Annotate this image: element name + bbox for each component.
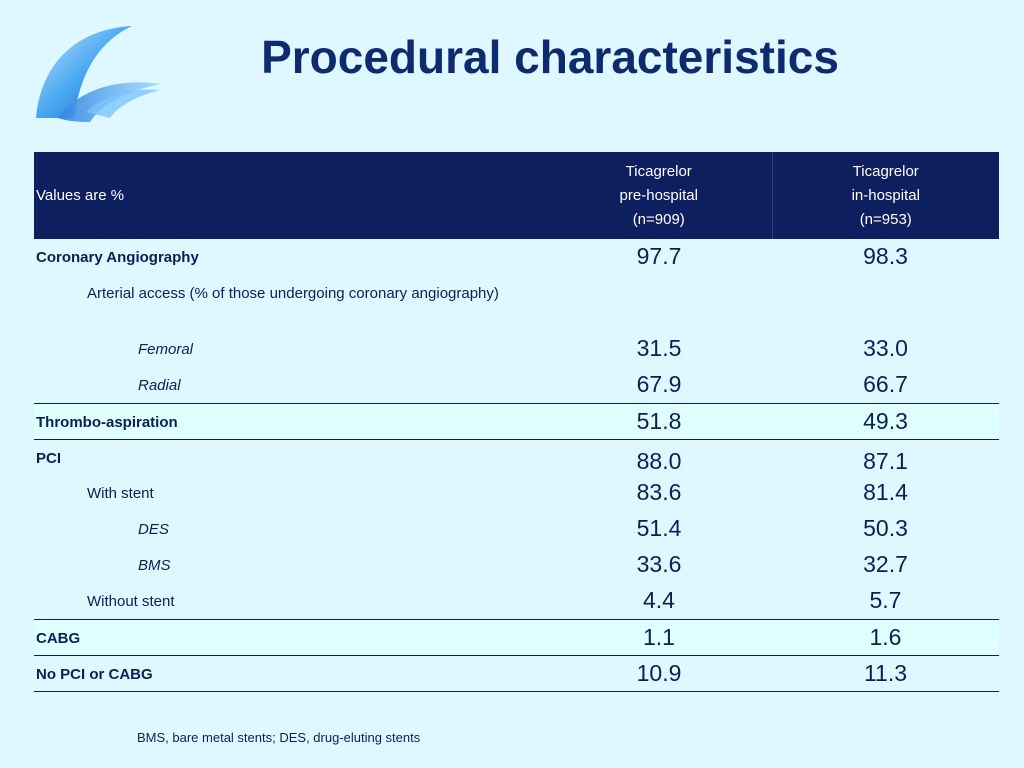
cell-prehospital: 83.6 (636, 479, 682, 505)
row-label: PCI (34, 438, 546, 475)
cell-inhospital: 81.4 (863, 479, 908, 505)
table-row: Thrombo-aspiration 51.8 49.3 (34, 402, 999, 439)
row-label: No PCI or CABG (34, 654, 546, 692)
cell-inhospital: 66.7 (863, 371, 908, 397)
cell-prehospital (546, 275, 772, 331)
table-row: Radial 67.9 66.7 (34, 367, 999, 403)
footnote: BMS, bare metal stents; DES, drug-elutin… (137, 730, 421, 745)
header-prehospital: Ticagrelor pre-hospital (n=909) (619, 162, 698, 228)
cell-prehospital: 10.9 (546, 654, 772, 692)
row-label: CABG (34, 618, 546, 655)
cell-inhospital: 50.3 (863, 515, 908, 541)
cell-prehospital: 1.1 (546, 618, 772, 655)
cell-inhospital: 5.7 (869, 587, 902, 613)
row-label: Femoral (138, 341, 194, 358)
procedural-table: Values are % Ticagrelor pre-hospital (n=… (34, 152, 999, 692)
cell-inhospital: 11.3 (772, 654, 999, 692)
table-header-row: Values are % Ticagrelor pre-hospital (n=… (34, 152, 999, 239)
cell-prehospital: 88.0 (546, 438, 772, 475)
table-row: BMS 33.6 32.7 (34, 547, 999, 583)
table-row: DES 51.4 50.3 (34, 511, 999, 547)
table-row: Femoral 31.5 33.0 (34, 331, 999, 367)
row-label: With stent (87, 485, 154, 502)
cell-inhospital: 32.7 (863, 551, 908, 577)
row-label: DES (138, 521, 169, 538)
cell-prehospital: 67.9 (636, 371, 682, 397)
cell-prehospital: 51.4 (636, 515, 682, 541)
cell-prehospital: 31.5 (636, 335, 682, 361)
table-row: With stent 83.6 81.4 (34, 475, 999, 511)
cell-inhospital: 49.3 (772, 402, 999, 439)
row-label: Coronary Angiography (36, 249, 199, 266)
row-label: Radial (138, 377, 181, 394)
table-row: CABG 1.1 1.6 (34, 618, 999, 655)
cell-inhospital: 1.6 (772, 618, 999, 655)
wave-logo-icon (36, 26, 162, 122)
cell-prehospital: 33.6 (636, 551, 682, 577)
table-row: Coronary Angiography 97.7 98.3 (34, 239, 999, 275)
table-row: PCI 88.0 87.1 (34, 438, 999, 475)
row-label: Arterial access (% of those undergoing c… (87, 285, 499, 302)
table-row: Arterial access (% of those undergoing c… (34, 275, 999, 331)
cell-inhospital: 33.0 (863, 335, 908, 361)
row-label: Without stent (87, 593, 175, 610)
cell-prehospital: 4.4 (643, 587, 675, 613)
cell-inhospital (772, 275, 999, 331)
cell-prehospital: 51.8 (546, 402, 772, 439)
row-label: BMS (138, 557, 171, 574)
header-inhospital: Ticagrelor in-hospital (n=953) (771, 152, 999, 239)
cell-inhospital: 98.3 (863, 243, 908, 269)
page-title: Procedural characteristics (261, 31, 839, 83)
table-row: Without stent 4.4 5.7 (34, 583, 999, 619)
cell-prehospital: 97.7 (636, 243, 682, 269)
row-label: Thrombo-aspiration (34, 402, 546, 439)
table-row: No PCI or CABG 10.9 11.3 (34, 654, 999, 692)
cell-inhospital: 87.1 (772, 438, 999, 475)
header-label: Values are % (36, 186, 125, 204)
